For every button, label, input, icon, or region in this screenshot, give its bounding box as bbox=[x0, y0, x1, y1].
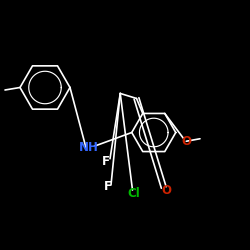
Text: F: F bbox=[102, 155, 110, 168]
Text: NH: NH bbox=[79, 141, 99, 154]
Text: O: O bbox=[161, 184, 171, 196]
Text: F: F bbox=[104, 180, 112, 193]
Text: Cl: Cl bbox=[128, 187, 140, 200]
Text: O: O bbox=[181, 135, 191, 148]
